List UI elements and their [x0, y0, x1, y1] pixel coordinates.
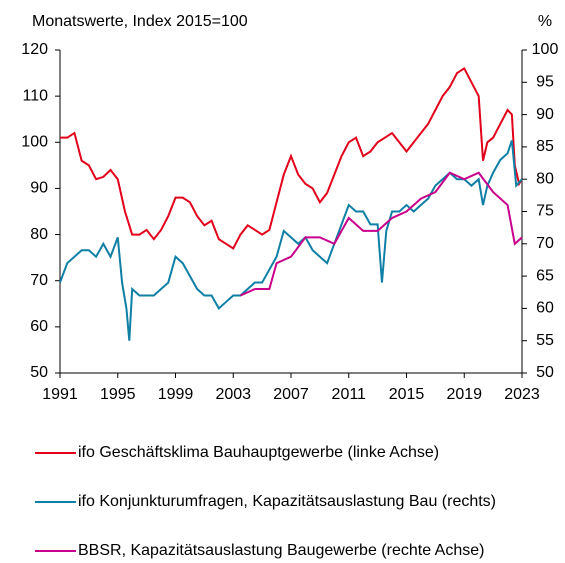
data-line: [59, 140, 523, 341]
chart-title: Monatswerte, Index 2015=100: [32, 13, 248, 30]
y-tick-label: 60: [30, 318, 48, 335]
x-tick-label: 1995: [100, 386, 136, 403]
y2-tick-label: 70: [536, 235, 554, 252]
y2-tick-label: 50: [536, 364, 554, 381]
y-tick-label: 100: [21, 134, 48, 151]
data-line: [240, 171, 523, 297]
y-tick-label: 70: [30, 272, 48, 289]
y-tick-label: 80: [30, 226, 48, 243]
y2-tick-label: 90: [536, 106, 554, 123]
y2-tick-label: 75: [536, 203, 554, 220]
y2-tick-label: 55: [536, 332, 554, 349]
y2-tick-label: 100: [532, 41, 559, 58]
x-tick-label: 2011: [332, 386, 367, 403]
y-tick-label: 90: [30, 180, 48, 197]
x-tick-label: 1991: [42, 386, 78, 403]
legend-label: ifo Konjunkturumfragen, Kapazitätsauslas…: [78, 493, 496, 510]
x-tick-label: 1999: [158, 386, 194, 403]
y2-tick-label: 65: [536, 267, 554, 284]
y2-tick-label: 60: [536, 300, 554, 317]
x-tick-label: 2003: [215, 386, 251, 403]
y2-tick-label: 80: [536, 170, 554, 187]
y2-tick-label: 95: [536, 74, 554, 91]
y-tick-label: 120: [21, 41, 48, 58]
y2-axis-label: %: [538, 13, 552, 30]
legend-label: ifo Geschäftsklima Bauhauptgewerbe (link…: [78, 444, 439, 461]
x-tick-label: 2023: [504, 386, 540, 403]
y-tick-label: 50: [30, 364, 48, 381]
data-line: [60, 67, 523, 250]
x-tick-label: 2015: [389, 386, 425, 403]
x-tick-label: 2007: [273, 386, 309, 403]
legend-label: BBSR, Kapazitätsauslastung Baugewerbe (r…: [78, 542, 484, 559]
x-tick-label: 2019: [446, 386, 482, 403]
y-tick-label: 110: [22, 87, 48, 104]
y2-tick-label: 85: [536, 138, 554, 155]
